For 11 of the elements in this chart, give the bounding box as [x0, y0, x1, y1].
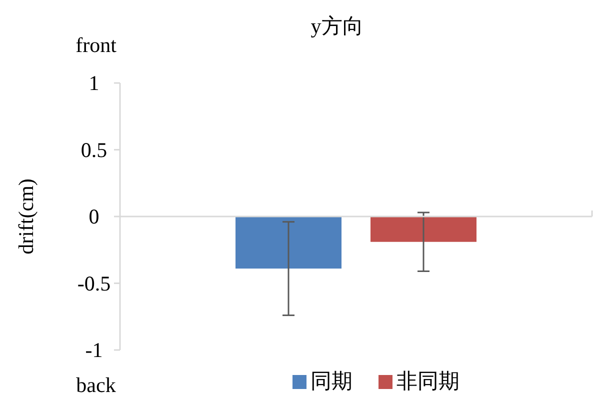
ytick: 0: [88, 204, 100, 228]
legend-label: 同期: [310, 369, 352, 393]
ytick: -0.5: [77, 271, 111, 296]
ytick: -1: [85, 338, 103, 362]
ylabel: drift(cm): [14, 178, 38, 254]
ytick: 1: [88, 71, 100, 95]
annotation: front: [76, 33, 116, 57]
legend-label: 非同期: [396, 369, 460, 393]
annotation: back: [76, 373, 116, 397]
ytick: 0.5: [80, 138, 108, 162]
title: y方向: [310, 14, 364, 38]
